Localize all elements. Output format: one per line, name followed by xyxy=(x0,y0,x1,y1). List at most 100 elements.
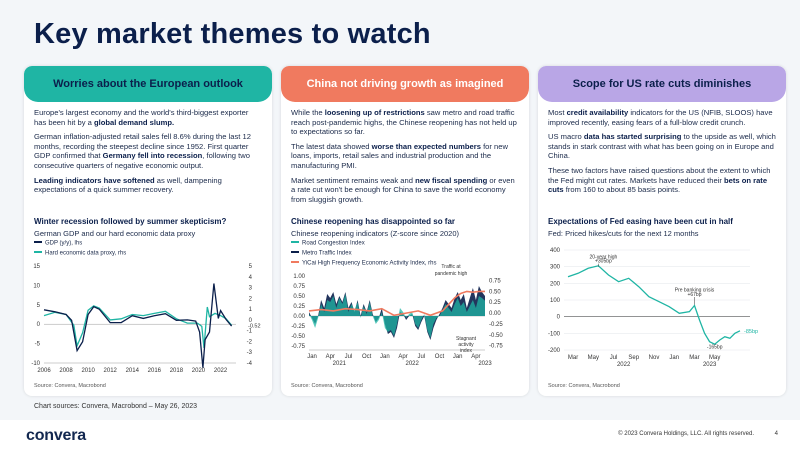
x-tick: Jan xyxy=(669,355,679,361)
y-left-tick: -0.50 xyxy=(291,334,305,340)
annotation-traffic-high: pandemic high xyxy=(435,271,468,277)
chart-subtitle: German GDP and our hard economic data pr… xyxy=(34,229,196,238)
x-year-label: 2023 xyxy=(703,362,717,368)
card-paragraph: The latest data showed worse than expect… xyxy=(291,142,519,171)
emphasis-text: new fiscal spending xyxy=(415,175,488,185)
y-left-tick: 1.00 xyxy=(293,274,305,280)
x-tick: Jan xyxy=(307,354,317,360)
card-header: Worries about the European outlook xyxy=(24,66,272,102)
chart-subtitle: Fed: Priced hikes/cuts for the next 12 m… xyxy=(548,229,699,238)
x-tick: Jul xyxy=(417,354,425,360)
annotation-pre-banking: +67bp xyxy=(687,292,701,298)
annotation-20y-high: 20-year high xyxy=(590,254,618,260)
x-tick: May xyxy=(588,355,599,361)
body-text: Most xyxy=(548,108,567,117)
x-year-label: 2021 xyxy=(333,361,347,367)
series-priced-cuts-line xyxy=(567,265,741,345)
footer: convera © 2023 Convera Holdings, LLC. Al… xyxy=(0,420,800,450)
y-right-tick: 0.25 xyxy=(489,300,501,306)
emphasis-text: global demand slump. xyxy=(93,117,175,127)
annotation-traffic-high: Traffic at xyxy=(441,264,461,270)
card-body: Most credit availability indicators for … xyxy=(538,102,786,195)
body-text: German inflation-adjusted retail sales f… xyxy=(34,132,251,161)
chart-title: Chinese reopening has disappointed so fa… xyxy=(291,217,456,226)
y-right-tick: 1 xyxy=(249,307,253,313)
x-tick: May xyxy=(709,355,720,361)
y-right-tick: 0 xyxy=(249,318,253,324)
chart-source: Source: Convera, Macrobond xyxy=(291,383,363,389)
legend-label: Road Congestion Index xyxy=(302,241,365,247)
annotation-stagnant: index xyxy=(460,348,472,354)
legend-label: GDP (y/y), lhs xyxy=(45,241,82,247)
x-tick: 2018 xyxy=(170,368,184,374)
x-tick: Apr xyxy=(326,354,335,360)
chart-sources-note: Chart sources: Convera, Macrobond – May … xyxy=(34,403,198,410)
emphasis-text: bets on rate cuts xyxy=(548,175,768,195)
emphasis-text: data has started surprising xyxy=(583,132,682,142)
x-tick: Jul xyxy=(345,354,353,360)
y-tick: 400 xyxy=(550,248,561,254)
card-paragraph: Market sentiment remains weak and new fi… xyxy=(291,176,519,205)
y-tick: 300 xyxy=(550,265,561,271)
card-body: While the loosening up of restrictions s… xyxy=(281,102,529,204)
x-tick: Jan xyxy=(453,354,463,360)
x-year-label: 2022 xyxy=(405,361,419,367)
annotation-low: -165bp xyxy=(707,344,723,350)
x-tick: 2008 xyxy=(59,368,73,374)
annotation-stagnant: activity xyxy=(458,342,474,348)
series-yicai-line xyxy=(308,290,485,317)
body-text: for new loans, imports, retail sales and… xyxy=(291,141,508,170)
body-text: Europe's largest economy and the world's… xyxy=(34,108,249,127)
card-paragraph: US macro data has started surprising to … xyxy=(548,132,776,161)
body-text: from 160 to about 85 basis points. xyxy=(563,185,681,195)
x-tick: Jan xyxy=(380,354,390,360)
gdp-chart: GDP (y/y), lhs Hard economic data proxy, … xyxy=(31,241,260,375)
body-text: to the upside as well, which stands in s… xyxy=(548,132,776,161)
chart-subtitle: Chinese reopening indicators (Z-score si… xyxy=(291,229,460,238)
x-tick: Mar xyxy=(568,355,578,361)
x-tick: 2010 xyxy=(81,368,95,374)
card-europe: Worries about the European outlook Europ… xyxy=(24,66,272,396)
annotation-current: -85bp xyxy=(744,329,758,335)
x-tick: Apr xyxy=(471,354,480,360)
x-year-label: 2022 xyxy=(617,362,631,368)
card-body: Europe's largest economy and the world's… xyxy=(24,102,272,195)
convera-logo: convera xyxy=(26,427,86,444)
y-right-tick: 0.50 xyxy=(489,289,501,295)
x-tick: 2016 xyxy=(148,368,162,374)
series-gdp-line xyxy=(43,283,233,368)
y-left-tick: 0.50 xyxy=(293,294,305,300)
x-tick: Oct xyxy=(435,354,445,360)
x-year-label: 2023 xyxy=(478,361,492,367)
card-paragraph: Leading indicators have softened as well… xyxy=(34,176,262,195)
x-tick: 2022 xyxy=(214,368,228,374)
y-right-tick: -2 xyxy=(247,339,253,345)
y-left-tick: 0.00 xyxy=(293,314,305,320)
x-tick: Jul xyxy=(610,355,618,361)
y-left-tick: -5 xyxy=(35,342,41,348)
card-paragraph: Europe's largest economy and the world's… xyxy=(34,108,262,127)
y-left-tick: 0.25 xyxy=(293,304,305,310)
y-left-tick: 0.75 xyxy=(293,284,305,290)
y-left-tick: -0.25 xyxy=(291,324,305,330)
body-text: Market sentiment remains weak and xyxy=(291,175,416,185)
legend-label: Hard economic data proxy, rhs xyxy=(45,251,126,257)
y-left-tick: 15 xyxy=(33,264,40,270)
emphasis-text: Germany fell into recession xyxy=(102,151,203,161)
card-header: Scope for US rate cuts diminishes xyxy=(538,66,786,102)
annotation-stagnant: Stagnant xyxy=(456,336,477,342)
page-title: Key market themes to watch xyxy=(34,18,431,50)
y-right-tick: 3 xyxy=(249,286,253,292)
page-number: 4 xyxy=(774,431,778,437)
emphasis-text: worse than expected numbers xyxy=(371,141,481,151)
card-us: Scope for US rate cuts diminishes Most c… xyxy=(538,66,786,396)
emphasis-text: Leading indicators have softened xyxy=(34,175,155,185)
y-right-tick: -0.50 xyxy=(489,333,503,339)
body-text: indicators for the US (NFIB, SLOOS) have… xyxy=(548,108,773,127)
y-right-tick: -0.75 xyxy=(489,344,503,350)
y-right-tick: -4 xyxy=(247,361,253,367)
y-right-tick: 5 xyxy=(249,264,253,270)
y-right-tick: -1 xyxy=(247,329,253,335)
card-header: China not driving growth as imagined xyxy=(281,66,529,102)
series-road-area xyxy=(309,294,485,338)
